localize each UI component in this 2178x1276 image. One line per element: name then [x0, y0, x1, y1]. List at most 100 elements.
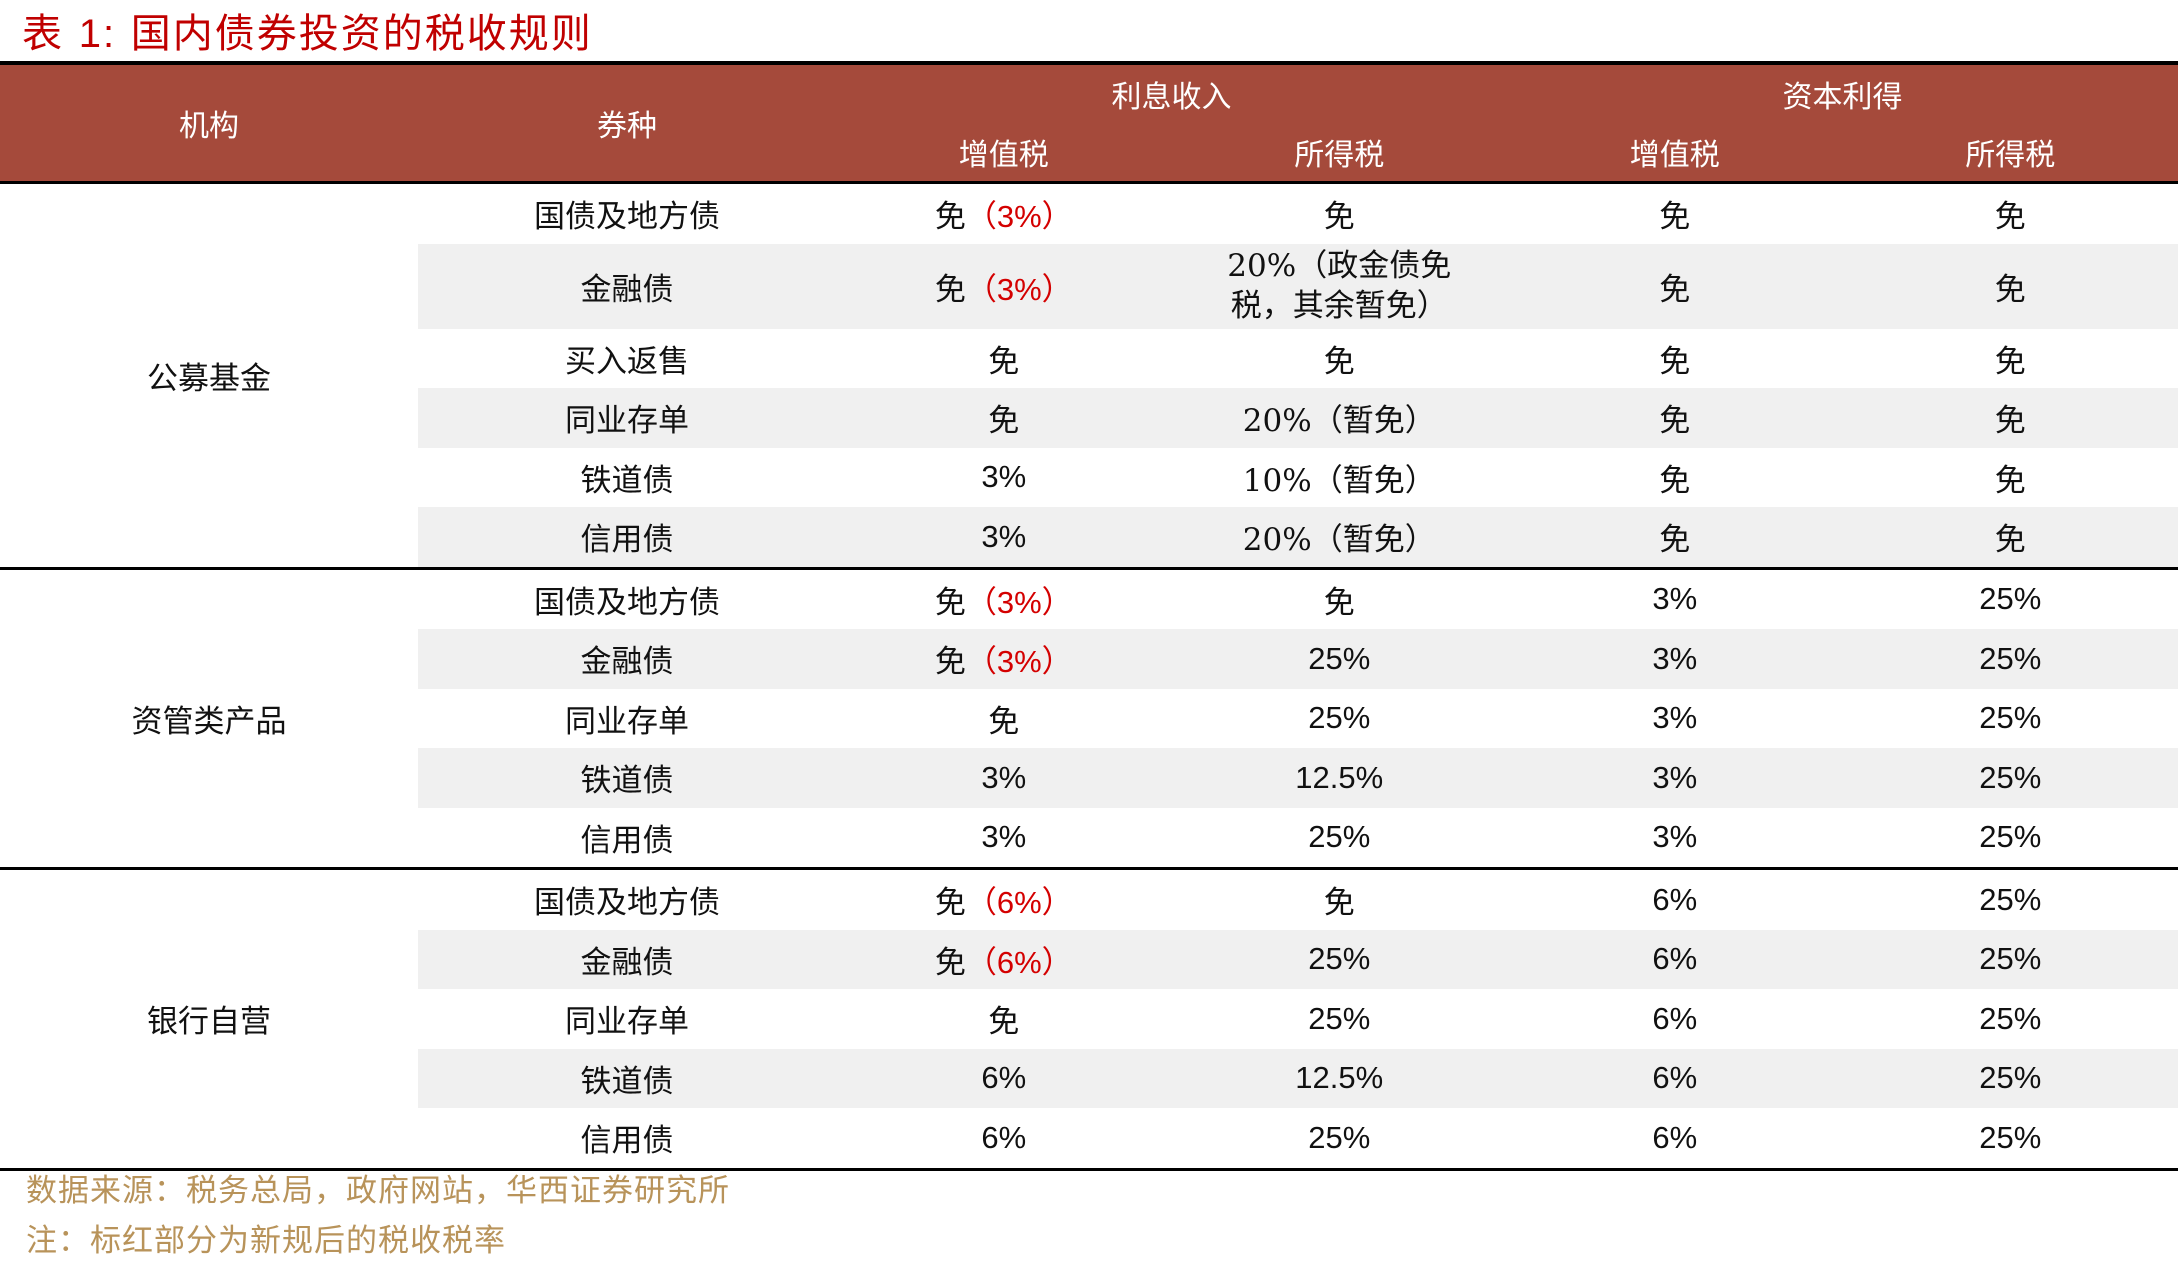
interest-income-cell: 12.5% [1171, 748, 1507, 808]
capital-vat-cell: 免 [1507, 388, 1843, 448]
interest-vat-cell: 6% [836, 1108, 1172, 1171]
table-row: 铁道债 3% 12.5% 3% 25% [0, 748, 2178, 808]
capital-income-cell: 免 [1842, 388, 2178, 448]
bond-cell: 金融债 [418, 243, 836, 329]
table-row: 信用债 3% 25% 3% 25% [0, 807, 2178, 870]
capital-vat-cell: 免 [1507, 507, 1843, 570]
capital-income-cell: 免 [1842, 507, 2178, 570]
new-rate-highlight: （3%） [965, 584, 1073, 620]
title-number: 1: [78, 12, 117, 56]
table-row: 信用债 6% 25% 6% 25% [0, 1108, 2178, 1171]
capital-income-cell: 25% [1979, 1000, 2042, 1036]
capital-income-cell: 25% [1842, 629, 2178, 689]
interest-vat-cell: 免（3%） [836, 183, 1172, 244]
table-row: 信用债 3% 20%（暂免） 免 免 [0, 507, 2178, 570]
interest-vat-cell: 免（3%） [836, 243, 1172, 329]
capital-vat-cell: 6% [1507, 1108, 1843, 1171]
capital-vat-cell: 3% [1507, 748, 1843, 808]
capital-income-cell: 25% [1979, 881, 2042, 917]
value: 免 [934, 584, 966, 621]
bond-cell: 同业存单 [565, 703, 689, 740]
interest-income-cell: 25% [1171, 929, 1507, 989]
interest-income-cell: 10%（暂免） [1242, 462, 1436, 499]
interest-income-cell: 20%（暂免） [1171, 507, 1507, 570]
bond-cell: 金融债 [418, 629, 836, 689]
interest-vat-cell: 3% [836, 507, 1172, 570]
capital-income-cell: 免 [1994, 343, 2026, 380]
interest-vat-cell: 免（6%） [836, 869, 1172, 930]
interest-vat-cell: 3% [981, 459, 1027, 495]
table-title: 表 1: 国内债券投资的税收规则 [22, 6, 593, 62]
bond-cell: 国债及地方债 [534, 885, 720, 922]
capital-income-cell: 免 [1994, 462, 2026, 499]
interest-income-cell: 20%（政金债免 税，其余暂免） [1171, 243, 1507, 329]
value: 免 [934, 885, 966, 922]
capital-vat-cell: 免 [1507, 243, 1843, 329]
line-2: 税，其余暂免） [1230, 288, 1448, 324]
table-row: 银行自营 国债及地方债 免（6%） 免 6% 25% [0, 868, 2178, 1171]
bond-cell: 铁道债 [418, 748, 836, 808]
interest-income-cell: 免 [1323, 584, 1355, 621]
bond-cell: 信用债 [418, 1108, 836, 1171]
capital-income-cell: 25% [1842, 748, 2178, 808]
interest-income-cell: 12.5% [1171, 1048, 1507, 1108]
value: 免 [934, 271, 966, 308]
interest-vat-cell: 6% [836, 1048, 1172, 1108]
interest-income-cell: 免 [1323, 199, 1355, 236]
interest-income-cell: 免 [1323, 343, 1355, 380]
interest-vat-cell: 免 [988, 703, 1020, 740]
interest-income-cell: 25% [1171, 1108, 1507, 1171]
interest-vat-cell: 免 [988, 343, 1020, 380]
capital-vat-cell: 3% [1652, 700, 1698, 736]
header-capital-income-tax: 所得税 [1842, 123, 2178, 184]
bond-cell: 同业存单 [418, 388, 836, 448]
bond-cell: 铁道债 [580, 462, 674, 499]
new-rate-highlight: （3%） [965, 271, 1073, 307]
header-interest-income: 利息收入 [836, 61, 1507, 123]
bond-cell: 信用债 [418, 507, 836, 570]
table-row: 同业存单 免 20%（暂免） 免 免 [0, 388, 2178, 448]
interest-vat-cell: 免 [988, 1004, 1020, 1041]
interest-vat-cell: 免 [836, 388, 1172, 448]
interest-income-cell: 25% [1308, 1000, 1371, 1036]
table-row: 同业存单 免 25% 6% 25% [0, 989, 2178, 1049]
capital-income-cell: 25% [1979, 581, 2042, 617]
capital-vat-cell: 6% [1652, 881, 1698, 917]
capital-income-cell: 25% [1842, 929, 2178, 989]
header-interest-vat: 增值税 [836, 123, 1172, 184]
interest-vat-cell: 免（3%） [836, 568, 1172, 629]
interest-income-cell: 25% [1308, 700, 1371, 736]
interest-income-cell: 免 [1323, 885, 1355, 922]
interest-income-cell: 20%（暂免） [1171, 388, 1507, 448]
interest-vat-cell: 3% [836, 807, 1172, 870]
capital-income-cell: 25% [1842, 1108, 2178, 1171]
bond-cell: 国债及地方债 [534, 584, 720, 621]
value: 免 [934, 644, 966, 681]
new-rate-highlight: （3%） [965, 644, 1073, 680]
new-rate-highlight: （6%） [965, 944, 1073, 980]
table-row: 买入返售 免 免 免 免 [0, 329, 2178, 389]
line-1: 20%（政金债免 [1227, 248, 1452, 284]
table-row: 金融债 免（6%） 25% 6% 25% [0, 929, 2178, 989]
capital-vat-cell: 3% [1507, 629, 1843, 689]
table-row: 金融债 免（3%） 25% 3% 25% [0, 629, 2178, 689]
capital-vat-cell: 3% [1507, 807, 1843, 870]
capital-vat-cell: 免 [1659, 199, 1691, 236]
capital-income-cell: 25% [1842, 807, 2178, 870]
interest-income-cell: 25% [1171, 807, 1507, 870]
table-row: 铁道债 3% 10%（暂免） 免 免 [0, 448, 2178, 508]
value: 免 [934, 199, 966, 236]
bond-cell: 信用债 [418, 807, 836, 870]
bond-cell: 国债及地方债 [534, 199, 720, 236]
table-body: 公募基金 国债及地方债 免（3%） 免 免 免 金融债 免（3%） 20%（政金… [0, 182, 2178, 1171]
capital-vat-cell: 3% [1652, 581, 1698, 617]
new-rate-highlight: （3%） [965, 199, 1073, 235]
interest-income-cell: 25% [1171, 629, 1507, 689]
institution-cell: 资管类产品 [0, 568, 418, 870]
header-capital-gains: 资本利得 [1507, 61, 2178, 123]
capital-income-cell: 25% [1842, 1048, 2178, 1108]
capital-vat-cell: 免 [1659, 343, 1691, 380]
table-row: 公募基金 国债及地方债 免（3%） 免 免 免 [0, 182, 2178, 570]
capital-vat-cell: 6% [1652, 1000, 1698, 1036]
source-note: 数据来源：税务总局，政府网站，华西证券研究所 [26, 1173, 730, 1209]
